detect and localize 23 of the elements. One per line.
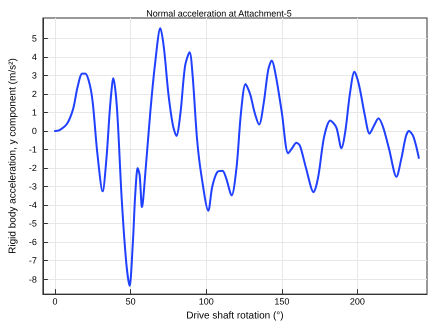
y-tick-label: -2 <box>28 163 37 174</box>
y-tick-label: 2 <box>32 88 37 99</box>
x-tick-label: 0 <box>52 296 58 307</box>
y-tick-label: -5 <box>28 218 37 229</box>
line-series <box>54 27 420 287</box>
y-tick-label: 1 <box>32 108 37 118</box>
x-tick-label: 200 <box>350 296 365 307</box>
y-tick-label: -7 <box>28 256 37 266</box>
x-axis-title: Drive shaft rotation (°) <box>186 310 284 322</box>
y-tick-label: -4 <box>28 200 37 210</box>
y-tick-label: -1 <box>28 144 37 155</box>
x-tick-label: 100 <box>198 296 214 307</box>
y-tick-label: -6 <box>28 237 37 248</box>
chart-title: Normal acceleration at Attachment-5 <box>146 8 292 18</box>
y-tick-label: 0 <box>32 126 37 136</box>
y-tick-label: 3 <box>32 70 37 80</box>
y-tick-label: 4 <box>32 52 37 62</box>
y-tick-label: -3 <box>28 182 37 192</box>
y-tick-label: -8 <box>28 274 37 284</box>
y-axis-title: Rigid body acceleration, y component (m/s²) <box>8 58 18 254</box>
x-tick-label: 150 <box>274 296 290 307</box>
y-tick-label: 5 <box>32 33 37 44</box>
x-tick-label: 50 <box>126 296 136 307</box>
